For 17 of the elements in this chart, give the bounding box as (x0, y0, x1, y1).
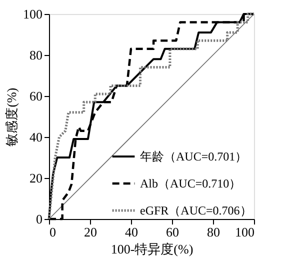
y-tick-label: 100 (23, 6, 42, 22)
y-tick-label: 40 (30, 130, 42, 144)
y-tick-label: 0 (36, 212, 42, 226)
y-tick-label: 20 (30, 170, 42, 186)
legend-label: 年龄（AUC=0.701） (140, 150, 248, 164)
y-tick-label: 80 (30, 48, 42, 62)
y-tick-label: 60 (30, 88, 42, 104)
x-tick-label: 80 (207, 224, 220, 240)
y-axis-title: 敏感度(%) (4, 88, 19, 146)
x-axis-title: 100-特异度(%) (110, 242, 194, 256)
x-tick-label: 20 (84, 224, 97, 240)
x-tick-label: 40 (125, 224, 138, 240)
x-tick-label: 0 (50, 224, 56, 240)
legend-label: Alb（AUC=0.710） (140, 176, 242, 190)
legend-label: eGFR（AUC=0.706） (140, 204, 252, 218)
x-tick-label: 100 (235, 224, 254, 240)
x-tick-label: 60 (166, 224, 179, 240)
